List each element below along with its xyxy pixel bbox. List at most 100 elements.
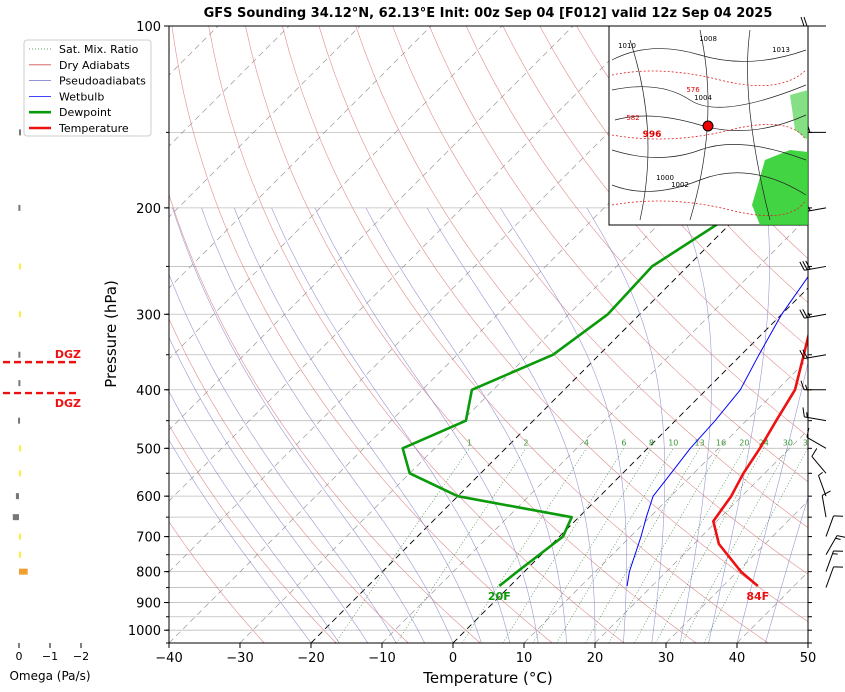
- mixing-ratio-label: 20: [739, 438, 749, 447]
- barb-flag: [806, 427, 810, 438]
- mixing-ratio-label: 6: [621, 438, 626, 447]
- barb-staff: [825, 515, 834, 537]
- barb-flag: [799, 309, 805, 319]
- barb-half-flag: [835, 537, 841, 540]
- dry-adiabat: [318, 26, 808, 622]
- barb-flag: [802, 349, 808, 359]
- legend-label: Pseudoadiabats: [59, 75, 146, 88]
- x-tick-label: −30: [226, 651, 253, 666]
- pseudoadiabat: [314, 207, 539, 643]
- dgz-label: DGZ: [55, 348, 81, 361]
- wind-barb: [799, 349, 827, 360]
- pseudoadiabat: [169, 273, 397, 643]
- barb-staff: [818, 475, 827, 497]
- pseudoadiabat: [169, 390, 340, 643]
- omega-bar: [19, 568, 28, 575]
- mixing-ratio-line: [655, 448, 764, 643]
- x-tick-label: 0: [449, 651, 457, 666]
- omega-bar: [18, 417, 21, 424]
- mixing-ratio-line: [532, 448, 652, 643]
- chart-title: GFS Sounding 34.12°N, 62.13°E Init: 00z …: [204, 6, 773, 21]
- barb-staff: [825, 566, 834, 588]
- barb-flag: [799, 349, 805, 359]
- plot-frame: [168, 25, 809, 644]
- barb-staff: [825, 550, 834, 572]
- pseudoadiabat: [736, 361, 808, 643]
- wind-barb: [802, 407, 827, 422]
- mixing-ratio-line: [335, 448, 470, 643]
- surface-temperature-label: 84F: [746, 590, 769, 603]
- mixing-ratio-label: 36: [803, 438, 813, 447]
- map-label: 1004: [694, 94, 712, 102]
- map-contour: [629, 39, 649, 221]
- location-marker: [702, 120, 714, 132]
- freezing-isotherm: [452, 287, 808, 643]
- map-contour: [747, 29, 771, 221]
- map-label: 1010: [618, 42, 636, 50]
- wind-barb: [821, 490, 831, 518]
- mixing-ratio-label: 1: [467, 438, 472, 447]
- map-label: 1002: [671, 181, 689, 189]
- barb-staff: [825, 535, 838, 555]
- map-contour: [611, 48, 807, 62]
- wind-barb: [799, 308, 827, 319]
- isotherm-gridline: [523, 358, 808, 643]
- wind-barb: [825, 566, 844, 588]
- barb-staff: [804, 354, 827, 360]
- mixing-ratio-label: 2: [523, 438, 528, 447]
- y-tick-label: 800: [136, 566, 161, 581]
- isotherm-gridline: [169, 26, 787, 643]
- mixing-ratio-line: [608, 448, 722, 643]
- barb-staff: [821, 495, 827, 518]
- omega-bar: [19, 551, 21, 558]
- omega-bar: [15, 493, 19, 500]
- barb-flag: [802, 261, 808, 270]
- wind-barb: [800, 380, 826, 391]
- dry-adiabat: [502, 26, 808, 392]
- dry-adiabat: [169, 193, 481, 643]
- barb-half-flag: [805, 384, 808, 390]
- isotherm-gridline: [594, 429, 808, 643]
- omega-bar: [18, 380, 21, 387]
- y-tick-label: 100: [136, 20, 161, 35]
- barb-flag: [803, 16, 808, 27]
- pseudoadiabat: [172, 207, 425, 643]
- mixing-ratio-line: [502, 448, 625, 643]
- mixing-ratio-line: [634, 448, 745, 643]
- mixing-ratio-label: 16: [716, 438, 726, 447]
- legend-label: Temperature: [58, 122, 129, 135]
- map-label: 996: [643, 130, 662, 140]
- dry-adiabat: [465, 26, 808, 437]
- pseudoadiabat: [169, 439, 312, 643]
- axes-layer: −40 −30 −20 −10 0 10 20 30 40 50 100 200 300 400 500 60…: [128, 20, 816, 666]
- legend-label: Dry Adiabats: [59, 59, 130, 72]
- x-tick-label: 30: [658, 651, 675, 666]
- legend-box: [23, 39, 152, 137]
- legend-label: Wetbulb: [59, 90, 104, 103]
- omega-bar: [19, 470, 21, 477]
- grid-layer: 1 2 4 6 8 10 13 16 20 24 30 36: [169, 26, 813, 643]
- x-tick-label: 50: [800, 651, 817, 666]
- dry-adiabat: [171, 26, 553, 643]
- precip-area: [790, 90, 808, 140]
- dry-adiabat: [282, 26, 769, 643]
- mixing-ratio-line: [556, 448, 674, 643]
- x-tick-label: −10: [368, 651, 395, 666]
- isotherm-gridline: [169, 26, 716, 573]
- omega-bar: [12, 514, 19, 521]
- pseudoadiabat: [233, 207, 482, 643]
- map-height-contour: [611, 199, 807, 216]
- pseudoadiabat: [201, 207, 454, 643]
- x-axis-label: Temperature (°C): [422, 669, 552, 687]
- x-tick-label: 10: [516, 651, 533, 666]
- dry-adiabat: [392, 26, 808, 529]
- map-height-contour: [611, 69, 807, 86]
- y-tick-label: 700: [136, 531, 161, 546]
- barb-half-flag: [807, 312, 811, 318]
- dry-adiabat: [169, 521, 265, 643]
- map-height-contour: [611, 124, 807, 141]
- mixing-ratio-label: 10: [668, 438, 678, 447]
- wind-barb: [825, 550, 844, 572]
- map-label: 576: [686, 86, 700, 94]
- mixing-ratio-label: 4: [584, 438, 589, 447]
